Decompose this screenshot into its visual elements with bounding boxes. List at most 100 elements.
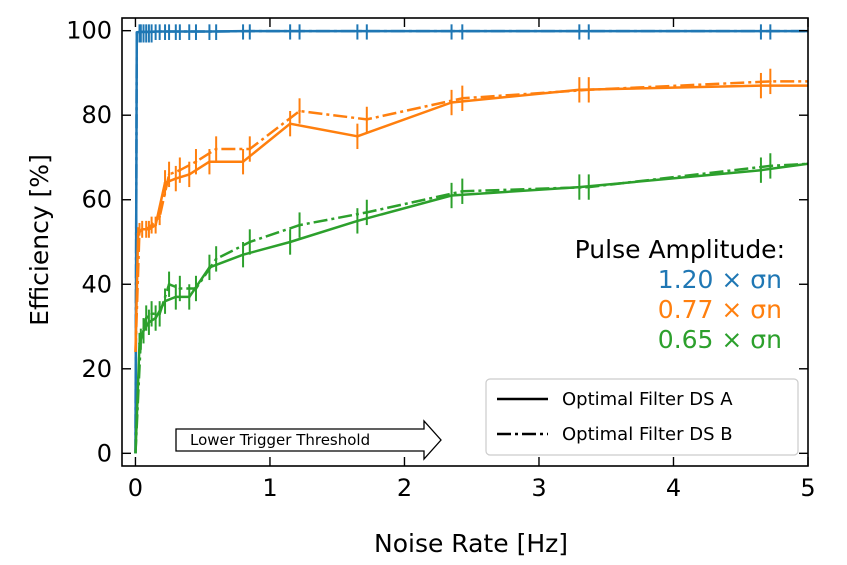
amplitude-label-3: 0.65 × σn (658, 325, 782, 354)
data-point (167, 173, 171, 176)
pulse-amplitude-annotation: Pulse Amplitude: 1.20 × σn 0.77 × σn 0.6… (575, 235, 785, 354)
x-tick-label: 2 (397, 474, 412, 502)
data-point (298, 223, 301, 227)
legend-label-ds-a: Optimal Filter DS A (562, 389, 733, 410)
data-point (158, 215, 161, 218)
data-point (194, 160, 198, 163)
data-point (147, 321, 151, 324)
series-6 (134, 153, 809, 454)
arrow-shape (175, 419, 442, 461)
data-point (759, 84, 763, 87)
legend-label-ds-b: Optimal Filter DS B (562, 424, 733, 445)
data-point (158, 30, 161, 33)
data-point (194, 287, 198, 290)
data-point (288, 122, 292, 125)
data-point (154, 30, 157, 33)
amplitude-label-2: 0.77 × σn (658, 295, 782, 324)
data-point (154, 316, 157, 320)
data-point (214, 30, 218, 33)
data-point (288, 29, 292, 33)
x-tick-label: 1 (262, 474, 277, 502)
data-point (769, 80, 772, 83)
data-point (461, 29, 464, 33)
data-point (178, 30, 182, 33)
y-tick-label: 80 (81, 101, 112, 129)
data-point (587, 88, 591, 92)
data-point (214, 257, 218, 261)
data-point (248, 240, 252, 244)
series-2 (134, 24, 808, 454)
data-point (248, 147, 252, 151)
data-point (578, 88, 581, 92)
y-tick-label: 100 (66, 17, 112, 45)
data-point (241, 160, 245, 163)
data-point (365, 118, 369, 121)
data-point (187, 295, 191, 299)
data-point (154, 223, 157, 227)
data-point (241, 253, 245, 256)
data-point (163, 181, 167, 185)
x-tick-label: 5 (800, 474, 815, 502)
data-point (298, 29, 301, 33)
x-tick-label: 4 (666, 474, 681, 502)
data-point (144, 30, 148, 34)
data-point (356, 29, 359, 33)
data-point (450, 194, 453, 197)
data-point (174, 295, 178, 299)
data-point (167, 282, 171, 286)
y-tick-label: 0 (97, 439, 112, 467)
data-point (769, 164, 772, 168)
pulse-amplitude-title: Pulse Amplitude: (575, 235, 785, 264)
data-point (139, 30, 143, 34)
data-point (163, 30, 167, 33)
series-line (134, 80, 808, 352)
data-point (356, 219, 359, 223)
data-point (138, 228, 141, 231)
legend-box (485, 378, 799, 456)
data-point (167, 30, 171, 33)
data-point (144, 316, 148, 320)
axes-layer: 0 1 2 3 4 5 0 20 40 60 80 100 (66, 17, 815, 502)
data-point (365, 29, 369, 33)
arrow-label: Lower Trigger Threshold (190, 431, 370, 449)
data-point (298, 109, 301, 113)
data-point (587, 29, 591, 33)
data-point (150, 312, 153, 316)
data-point (356, 135, 359, 138)
series-layer (134, 24, 809, 454)
series-line (134, 162, 809, 454)
legend: Optimal Filter DS A Optimal Filter DS B (485, 378, 799, 456)
y-tick-label: 60 (81, 186, 112, 214)
data-point (208, 160, 211, 163)
x-tick-label: 3 (531, 474, 546, 502)
data-point (248, 29, 252, 33)
data-point (288, 240, 292, 244)
data-point (769, 29, 772, 33)
series-4 (134, 68, 808, 352)
y-axis-title: Efficiency [%] (25, 154, 54, 326)
data-point (142, 329, 145, 333)
amplitude-label-1: 1.20 × σn (658, 265, 782, 294)
threshold-arrow: Lower Trigger Threshold (175, 419, 442, 461)
y-tick-label: 40 (81, 270, 112, 298)
data-point (144, 228, 148, 231)
data-point (365, 211, 369, 214)
data-point (187, 173, 191, 176)
data-point (178, 168, 182, 172)
data-point (158, 312, 161, 316)
data-point (461, 97, 464, 100)
data-point (150, 30, 153, 34)
x-axis-title: Noise Rate [Hz] (374, 529, 568, 558)
data-point (759, 168, 763, 172)
plot-frame (121, 17, 809, 467)
data-point (461, 189, 464, 193)
data-point (187, 30, 191, 33)
data-point (150, 223, 153, 227)
x-tick-label: 0 (128, 474, 143, 502)
data-point (214, 147, 218, 151)
y-tick-label: 20 (81, 355, 112, 383)
data-point (139, 337, 143, 341)
data-point (194, 30, 198, 33)
data-point (587, 185, 591, 189)
